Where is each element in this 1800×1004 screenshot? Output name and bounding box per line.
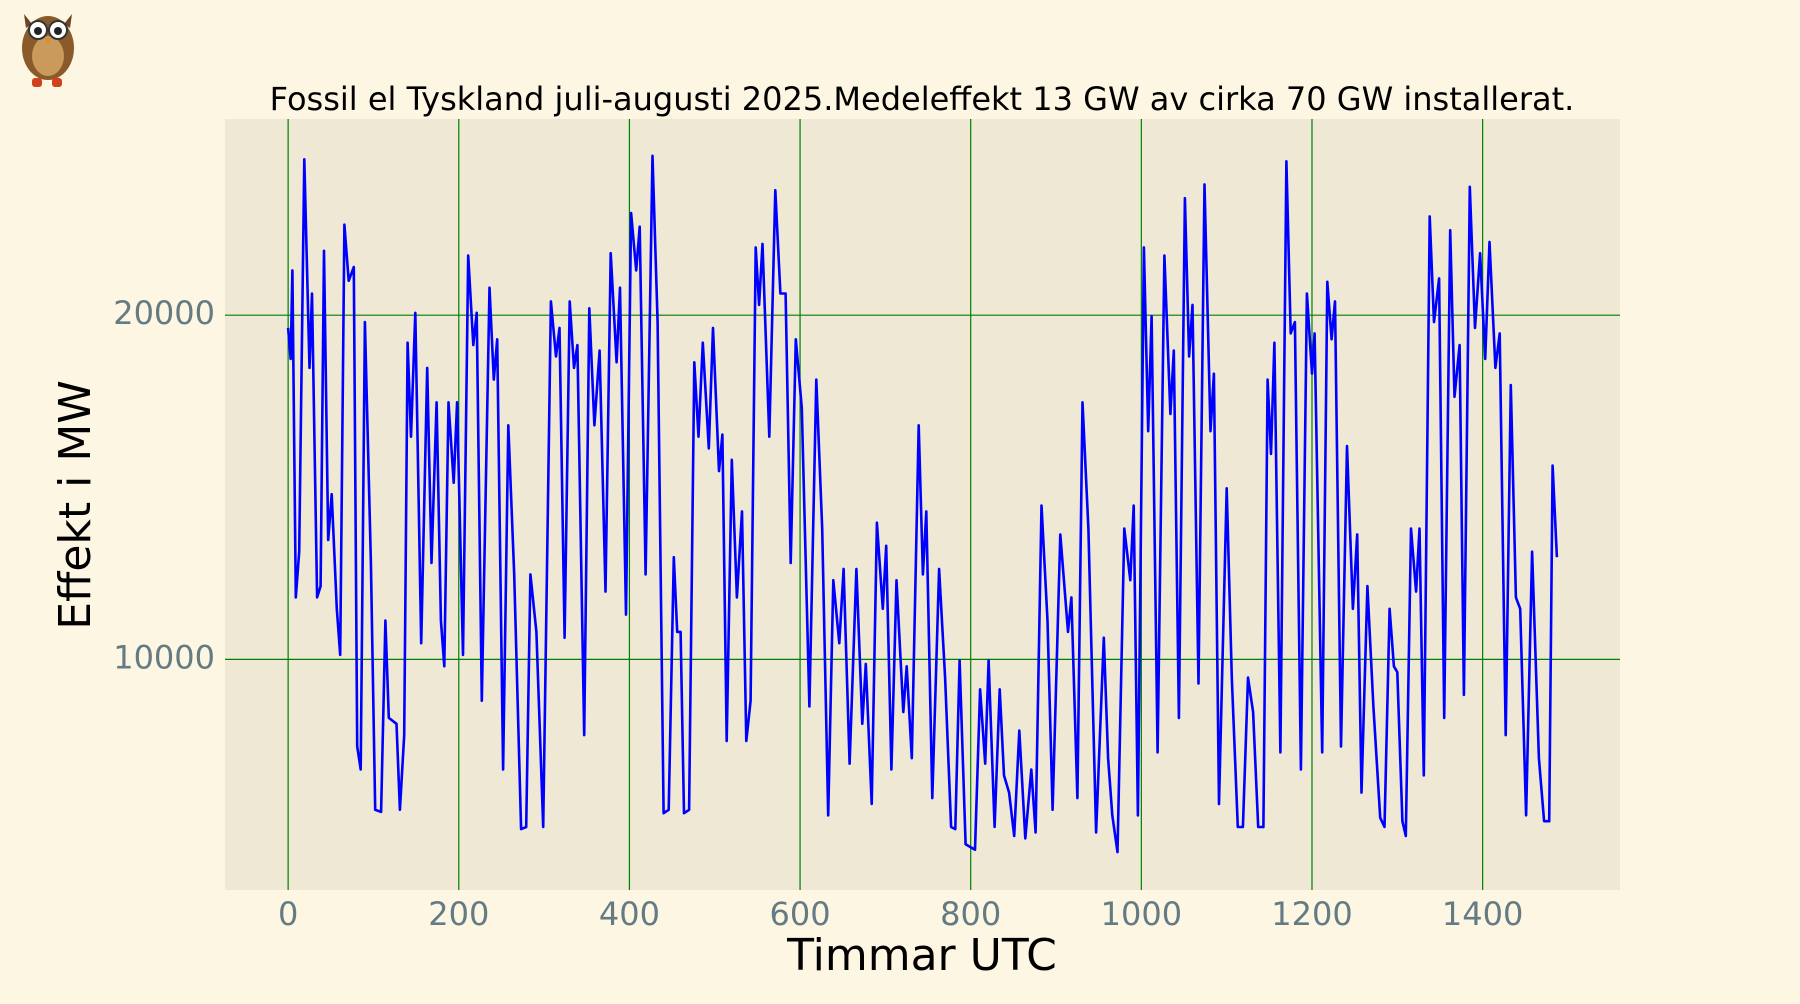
chart-title: Fossil el Tyskland juli-augusti 2025.Med… <box>270 80 1575 118</box>
x-tick-label: 1200 <box>1271 895 1352 933</box>
x-tick-label: 200 <box>428 895 489 933</box>
x-tick-label: 1400 <box>1442 895 1523 933</box>
x-tick-label: 600 <box>770 895 831 933</box>
x-tick-label: 400 <box>599 895 660 933</box>
x-tick-label: 1000 <box>1101 895 1182 933</box>
y-tick-label: 10000 <box>113 638 215 676</box>
y-axis-label: Effekt i MW <box>50 380 101 630</box>
data-line <box>286 154 1559 854</box>
x-axis-label: Timmar UTC <box>786 930 1057 981</box>
plot-area <box>225 119 1620 890</box>
owl-logo <box>22 14 74 87</box>
x-tick-label: 800 <box>940 895 1001 933</box>
x-tick-label: 0 <box>278 895 298 933</box>
y-tick-label: 20000 <box>113 294 215 332</box>
